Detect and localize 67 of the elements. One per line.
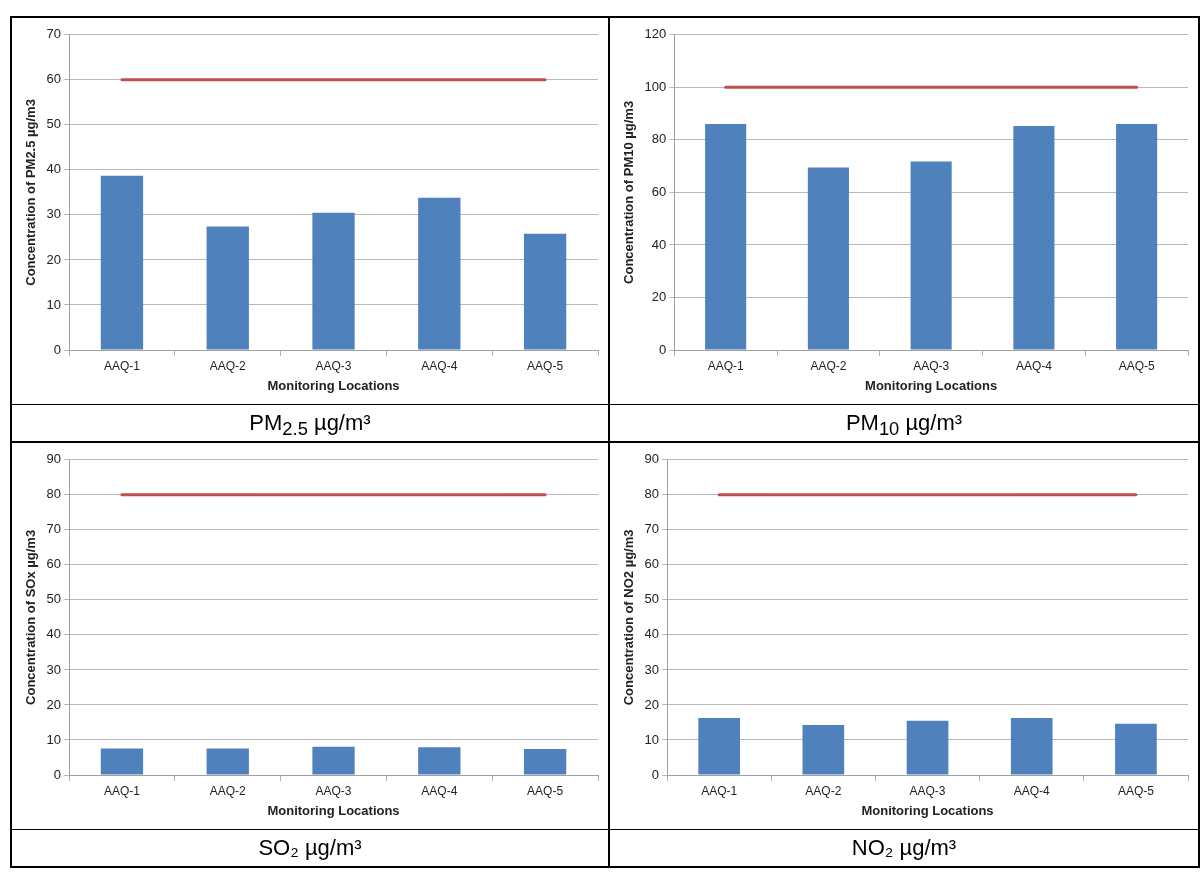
- y-tick-label: 30: [46, 206, 62, 222]
- y-tick-label: 70: [46, 521, 62, 537]
- y-tick-label: 20: [46, 696, 62, 712]
- y-tick-label: 0: [53, 766, 62, 782]
- y-tick-label: 50: [644, 591, 660, 607]
- y-tick-label: 30: [46, 661, 62, 677]
- x-tick-label: AAQ-2: [810, 358, 847, 373]
- y-tick-label: 70: [644, 521, 660, 537]
- y-tick-label: 60: [651, 183, 667, 199]
- y-tick-label: 40: [46, 161, 62, 177]
- y-tick-label: 60: [46, 556, 62, 572]
- text: PM$_{2.5}$ µg/m³: [248, 409, 372, 441]
- x-tick-label: AAQ-4: [1013, 783, 1051, 798]
- y-tick-label: 10: [46, 731, 62, 747]
- y-tick-label: 20: [651, 289, 667, 305]
- x-tick-label: AAQ-2: [805, 783, 842, 798]
- text: NO₂ µg/m³: [850, 834, 958, 862]
- y-tick-label: 90: [644, 451, 660, 467]
- x-tick-label: AAQ-4: [1015, 358, 1053, 373]
- y-axis-title: Concentration of PM2.5 µg/m3: [23, 99, 39, 286]
- x-tick-label: AAQ-3: [315, 358, 352, 373]
- y-tick-label: 80: [651, 131, 667, 147]
- y-tick-label: 60: [46, 71, 62, 87]
- x-tick-label: AAQ-3: [909, 783, 946, 798]
- y-tick-label: 0: [659, 341, 667, 357]
- y-tick-label: 40: [644, 626, 660, 642]
- y-tick-label: 80: [644, 486, 660, 502]
- y-tick-label: 30: [644, 661, 660, 677]
- y-tick-label: 80: [46, 486, 62, 502]
- y-tick-label: 40: [46, 626, 62, 642]
- x-tick-label: AAQ-5: [527, 358, 564, 373]
- y-tick-label: 120: [644, 26, 667, 42]
- x-axis-title: Monitoring Locations: [861, 802, 994, 818]
- x-tick-label: AAQ-1: [103, 783, 141, 798]
- y-tick-label: 0: [651, 766, 660, 782]
- x-tick-label: AAQ-3: [315, 783, 352, 798]
- x-tick-label: AAQ-5: [1118, 358, 1155, 373]
- x-axis-title: Monitoring Locations: [267, 377, 400, 393]
- text: SO₂ µg/m³: [257, 834, 363, 862]
- y-axis-title: Concentration of PM10 µg/m3: [621, 100, 637, 284]
- y-tick-label: 90: [46, 451, 62, 467]
- x-tick-label: AAQ-3: [913, 358, 950, 373]
- y-tick-label: 20: [644, 696, 660, 712]
- y-axis-title: Concentration of SOx µg/m3: [23, 529, 39, 705]
- y-tick-label: 10: [644, 731, 660, 747]
- text: PM$_{10}$ µg/m³: [844, 409, 964, 441]
- x-tick-label: AAQ-5: [527, 783, 564, 798]
- x-axis-title: Monitoring Locations: [865, 377, 998, 393]
- x-tick-label: AAQ-4: [421, 783, 458, 798]
- y-tick-label: 50: [46, 116, 62, 132]
- y-tick-label: 100: [644, 78, 667, 94]
- y-tick-label: 10: [46, 296, 62, 312]
- y-axis-title: Concentration of NO2 µg/m3: [621, 529, 637, 706]
- y-tick-label: 20: [46, 251, 62, 267]
- y-tick-label: 50: [46, 591, 62, 607]
- x-tick-label: AAQ-1: [707, 358, 744, 373]
- x-tick-label: AAQ-2: [209, 358, 247, 373]
- y-tick-label: 60: [644, 556, 660, 572]
- y-tick-label: 40: [651, 236, 667, 252]
- x-tick-label: AAQ-2: [209, 783, 247, 798]
- x-axis-title: Monitoring Locations: [267, 802, 400, 818]
- x-tick-label: AAQ-1: [701, 783, 738, 798]
- x-tick-label: AAQ-1: [103, 358, 141, 373]
- x-tick-label: AAQ-5: [1117, 783, 1155, 798]
- x-tick-label: AAQ-4: [421, 358, 458, 373]
- y-tick-label: 70: [46, 26, 62, 42]
- y-tick-label: 0: [53, 341, 62, 357]
